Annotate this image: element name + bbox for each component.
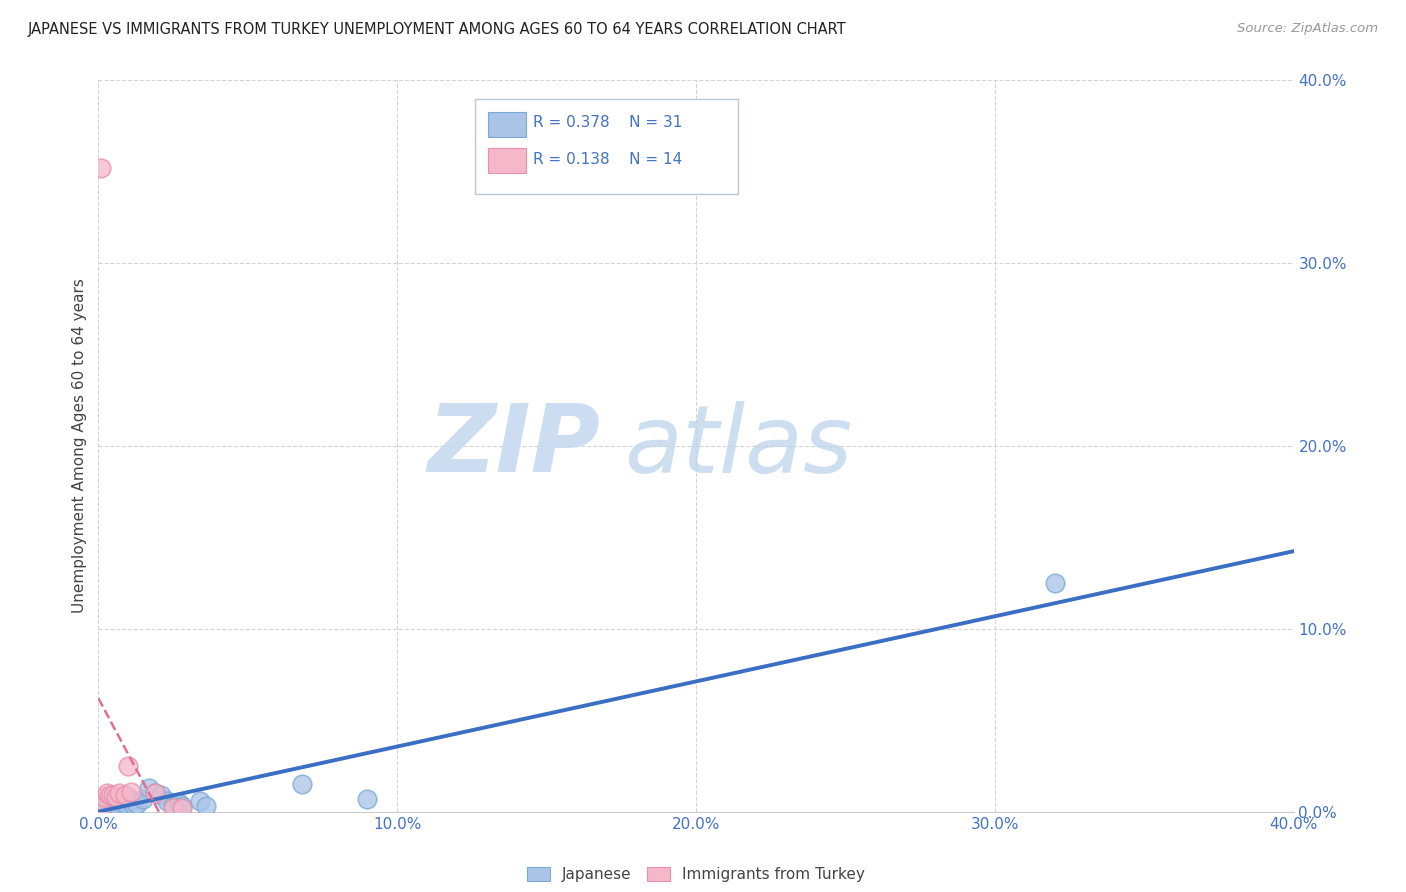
Text: ZIP: ZIP [427, 400, 600, 492]
Point [132, 792, 155, 806]
FancyBboxPatch shape [488, 112, 526, 136]
Point [167, 796, 190, 810]
Point [105, 792, 128, 806]
Point [96, 792, 118, 806]
FancyBboxPatch shape [488, 148, 526, 173]
Point [114, 797, 136, 812]
Point [156, 794, 179, 808]
Point [117, 759, 139, 773]
Text: JAPANESE VS IMMIGRANTS FROM TURKEY UNEMPLOYMENT AMONG AGES 60 TO 64 YEARS CORREL: JAPANESE VS IMMIGRANTS FROM TURKEY UNEMP… [28, 22, 846, 37]
Point [291, 777, 314, 791]
Legend: Japanese, Immigrants from Turkey: Japanese, Immigrants from Turkey [520, 861, 872, 888]
Point [120, 794, 142, 808]
Point [90, 801, 112, 815]
Point [124, 799, 146, 814]
Point [195, 799, 218, 814]
Point [172, 801, 194, 815]
Point [108, 796, 131, 810]
Point [100, 789, 122, 803]
Point [100, 801, 122, 815]
Point [103, 794, 125, 808]
Point [108, 801, 131, 815]
Point [93, 801, 115, 815]
Text: atlas: atlas [624, 401, 852, 491]
Point [93, 794, 115, 808]
Point [96, 799, 118, 814]
Point [172, 799, 194, 814]
Point [90, 801, 112, 815]
Point [162, 799, 184, 814]
Text: R = 0.378    N = 31: R = 0.378 N = 31 [533, 115, 683, 130]
Point [117, 790, 139, 805]
Point [103, 797, 125, 812]
Point [108, 787, 131, 801]
Point [103, 789, 125, 803]
Point [188, 794, 211, 808]
Point [90, 161, 112, 175]
Point [105, 790, 128, 805]
Point [111, 794, 134, 808]
Point [127, 797, 149, 812]
Point [356, 792, 378, 806]
Point [93, 790, 115, 805]
Point [105, 799, 128, 814]
FancyBboxPatch shape [475, 99, 738, 194]
Point [150, 789, 173, 803]
Y-axis label: Unemployment Among Ages 60 to 64 years: Unemployment Among Ages 60 to 64 years [72, 278, 87, 614]
Point [1043, 576, 1066, 591]
Point [138, 780, 160, 795]
Point [90, 797, 112, 812]
Point [143, 787, 166, 801]
Text: Source: ZipAtlas.com: Source: ZipAtlas.com [1237, 22, 1378, 36]
Point [143, 787, 166, 801]
Point [114, 789, 136, 803]
Point [162, 801, 184, 815]
Text: R = 0.138    N = 14: R = 0.138 N = 14 [533, 152, 683, 167]
Point [96, 787, 118, 801]
Point [120, 784, 142, 798]
Point [100, 796, 122, 810]
